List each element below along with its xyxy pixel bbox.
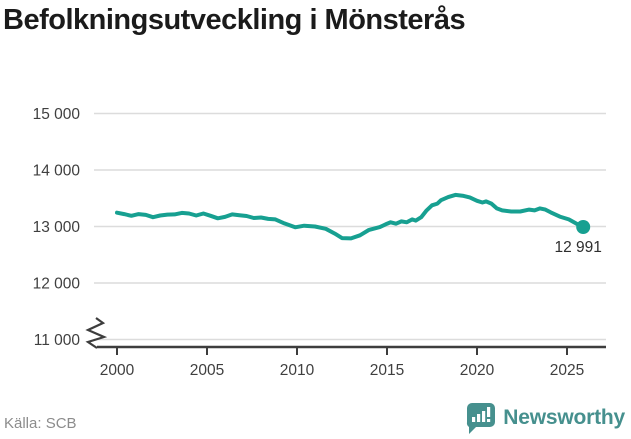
x-tick-label: 2015 (370, 362, 404, 379)
y-tick-label: 14 000 (33, 163, 81, 180)
x-tick-label: 2000 (100, 362, 135, 379)
population-line-chart: 11 000 12 000 13 000 14 000 15 000 2000 2005 20… (33, 106, 606, 379)
x-tick-label: 2020 (460, 362, 495, 379)
newsworthy-logo[interactable]: Newsworthy (465, 402, 625, 434)
x-tick-label: 2025 (550, 362, 584, 379)
source-label: Källa: SCB (4, 415, 77, 432)
bar-small (472, 417, 476, 422)
bubble-shape (467, 403, 496, 434)
bar-large (482, 411, 486, 422)
x-tick-label: 2005 (190, 362, 224, 379)
y-tick-label: 15 000 (33, 106, 81, 123)
last-point-marker (576, 220, 591, 235)
y-tick-label: 12 000 (33, 276, 81, 293)
exclamation-bar (487, 407, 491, 417)
y-tick-label: 11 000 (34, 332, 81, 349)
population-line (115, 192, 586, 241)
newsworthy-wordmark: Newsworthy (503, 406, 625, 429)
bar-medium (477, 414, 481, 422)
newsworthy-chart-bubble-icon (467, 403, 496, 434)
x-tick-label: 2010 (280, 362, 315, 379)
exclamation-dot (487, 419, 491, 422)
y-tick-label: 13 000 (33, 219, 81, 236)
chart-title: Befolkningsutveckling i Mönsterås (3, 4, 466, 36)
axis-break-icon (85, 317, 108, 349)
last-value-annotation: 12 991 (554, 239, 601, 256)
